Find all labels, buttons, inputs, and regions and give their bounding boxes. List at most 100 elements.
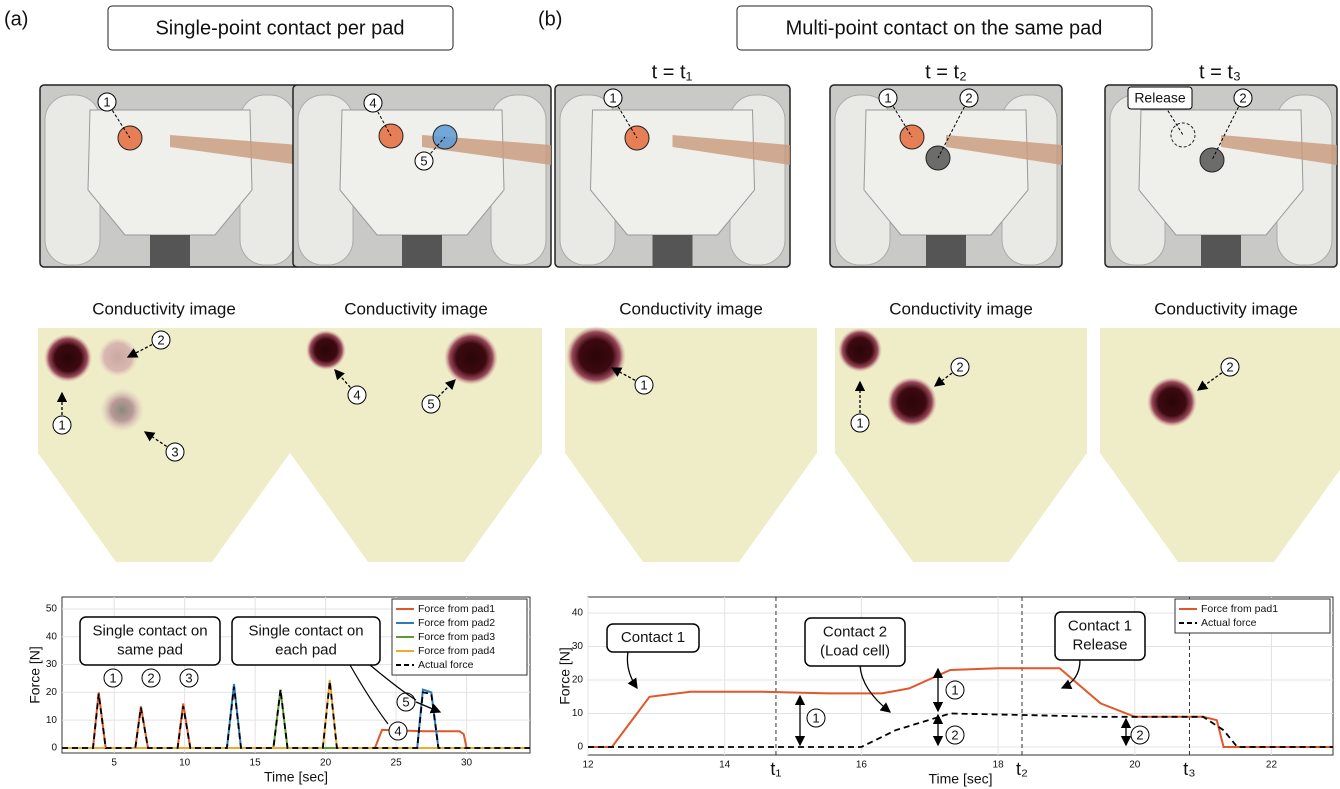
y-tick-label: 10 [572, 708, 584, 719]
annotation-text: Single contact on [248, 622, 363, 639]
annotation-text: Contact 1 [621, 629, 685, 646]
time-label: t = t₁ [652, 61, 693, 83]
robot-torso [1139, 110, 1303, 235]
robot-base [1201, 235, 1241, 267]
time-marker-label: t₂ [1016, 759, 1028, 779]
x-tick-label: 16 [856, 760, 868, 771]
circled-label: 1 [812, 710, 819, 725]
circled-label: 2 [1239, 90, 1246, 105]
circled-label: 1 [884, 90, 891, 105]
annotation-text: (Load cell) [820, 642, 890, 659]
circled-label: 1 [640, 377, 647, 392]
y-tick-label: 10 [46, 715, 58, 726]
legend-label: Force from pad1 [1201, 603, 1278, 615]
legend-label: Force from pad1 [418, 603, 495, 615]
x-tick-label: 18 [993, 760, 1005, 771]
page: {"panels": ["(a)", "(b)"], "headers": ["… [0, 0, 1340, 789]
circled-label: 2 [1226, 359, 1233, 374]
conductivity-blob [1147, 377, 1197, 427]
circled-label: 2 [956, 359, 963, 374]
circled-label: 1 [609, 90, 616, 105]
annotation-text: same pad [117, 641, 183, 658]
y-axis-label: Force [N] [27, 646, 43, 704]
circled-label: 5 [427, 396, 434, 411]
circled-label: 5 [402, 694, 409, 709]
image-title: Conductivity image [619, 299, 763, 318]
x-tick-label: 12 [582, 760, 594, 771]
image-title: Conductivity image [92, 299, 236, 318]
image-title: Conductivity image [889, 299, 1033, 318]
circled-label: 2 [157, 332, 164, 347]
circled-label: 2 [147, 670, 154, 685]
time-label: t = t₃ [1199, 61, 1241, 83]
image-title: Conductivity image [344, 299, 488, 318]
time-marker-label: t₁ [770, 759, 781, 779]
legend-label: Force from pad3 [418, 631, 495, 643]
y-tick-label: 20 [46, 687, 58, 698]
circled-label: 1 [58, 417, 65, 432]
circled-label: 2 [1136, 727, 1143, 742]
y-tick-label: 30 [46, 659, 58, 670]
image-title: Conductivity image [1154, 299, 1298, 318]
legend-label: Actual force [1201, 617, 1257, 629]
circled-label: 1 [856, 415, 863, 430]
annotation-text: Single contact on [92, 622, 207, 639]
annotation-text: Contact 1 [1068, 617, 1132, 634]
circled-label: 1 [109, 670, 116, 685]
y-tick-label: 0 [577, 742, 583, 753]
annotation-text: each pad [275, 641, 337, 658]
time-marker-label: t₃ [1183, 759, 1195, 779]
circled-label: 1 [951, 682, 958, 697]
x-tick-label: 20 [320, 758, 332, 769]
robot-base [653, 235, 693, 267]
header: Multi-point contact on the same pad [786, 17, 1103, 39]
conductivity-blob [444, 331, 498, 385]
x-axis-label: Time [sec] [928, 771, 992, 787]
x-tick-label: 10 [179, 758, 191, 769]
circled-label: 3 [185, 670, 192, 685]
circled-label: 4 [394, 723, 401, 738]
conductivity-blob [44, 334, 92, 382]
annotation-text: Contact 2 [823, 623, 887, 640]
circled-label: 1 [103, 94, 110, 109]
photo-label: Release [1134, 90, 1186, 106]
circled-label: 5 [420, 153, 427, 168]
robot-torso [864, 110, 1028, 235]
x-axis-label: Time [sec] [264, 769, 328, 785]
y-axis-label: Force [N] [557, 647, 573, 705]
circled-label: 4 [369, 95, 376, 110]
x-tick-label: 25 [391, 758, 403, 769]
circled-label: 2 [965, 90, 972, 105]
robot-base [402, 235, 442, 267]
y-tick-label: 20 [572, 675, 584, 686]
y-tick-label: 0 [51, 743, 57, 754]
robot-base [926, 235, 966, 267]
conductivity-blob [566, 326, 626, 386]
y-tick-label: 30 [572, 641, 584, 652]
robot-torso [591, 110, 755, 235]
x-tick-label: 5 [111, 758, 117, 769]
circled-label: 4 [353, 387, 360, 402]
annotation-text: Release [1072, 636, 1127, 653]
conductivity-blob [838, 328, 882, 372]
panel-label: (b) [538, 8, 562, 30]
x-tick-label: 15 [250, 758, 262, 769]
y-tick-label: 50 [46, 604, 58, 615]
x-tick-label: 14 [719, 760, 731, 771]
panel-label: (a) [4, 8, 28, 30]
x-tick-label: 22 [1266, 760, 1278, 771]
y-tick-label: 40 [572, 608, 584, 619]
robot-base [150, 235, 190, 267]
time-label: t = t₂ [925, 61, 967, 83]
y-tick-label: 40 [46, 631, 58, 642]
legend-label: Actual force [418, 659, 474, 671]
robot-torso [88, 110, 252, 235]
x-tick-label: 30 [461, 758, 473, 769]
x-tick-label: 20 [1129, 760, 1141, 771]
header: Single-point contact per pad [155, 17, 404, 39]
conductivity-blob [887, 377, 937, 427]
legend-label: Force from pad4 [418, 645, 495, 657]
pad-shape [1100, 328, 1340, 562]
circled-label: 3 [171, 444, 178, 459]
circled-label: 2 [951, 727, 958, 742]
